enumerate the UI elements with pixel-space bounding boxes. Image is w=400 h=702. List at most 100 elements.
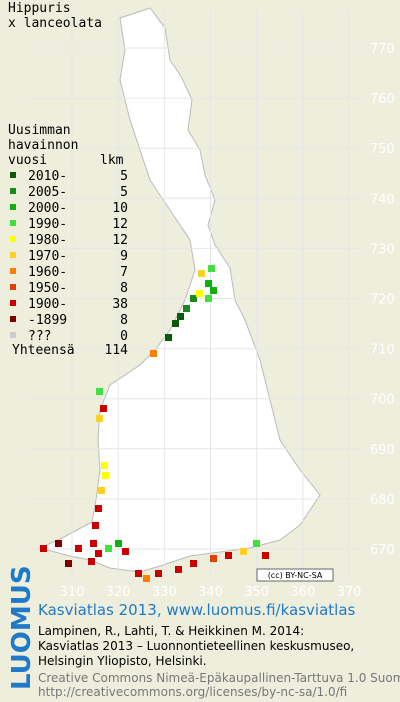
- legend-count: 5: [120, 185, 128, 200]
- legend-label: 1960-: [28, 265, 67, 280]
- legend-count: 0: [120, 329, 128, 344]
- obs: [172, 320, 179, 327]
- observations: [40, 265, 269, 582]
- obs: [190, 560, 197, 567]
- obs: [240, 548, 247, 555]
- obs: [190, 295, 197, 302]
- y-grid-label: 740: [370, 192, 395, 207]
- legend-count: 7: [120, 265, 128, 280]
- license-badge-text: (cc) BY-NC-SA: [268, 571, 323, 580]
- obs: [155, 570, 162, 577]
- obs: [198, 270, 205, 277]
- obs: [165, 334, 172, 341]
- legend-swatch: [10, 300, 16, 306]
- legend-label: -1899: [28, 313, 67, 328]
- obs: [175, 566, 182, 573]
- obs: [101, 462, 108, 469]
- y-grid-label: 730: [370, 242, 395, 257]
- obs: [143, 575, 150, 582]
- x-grid-label: 350: [244, 585, 269, 600]
- legend-header: lkm: [100, 153, 124, 168]
- legend-header: Uusimman: [8, 123, 71, 138]
- y-grid-label: 720: [370, 293, 395, 308]
- y-grid-label: 670: [370, 543, 395, 558]
- obs: [225, 552, 232, 559]
- obs: [205, 295, 212, 302]
- obs: [253, 540, 260, 547]
- obs: [98, 487, 105, 494]
- title-line: x lanceolata: [8, 16, 102, 31]
- x-grid-label: 370: [337, 585, 362, 600]
- obs: [115, 540, 122, 547]
- obs: [122, 548, 129, 555]
- obs: [205, 280, 212, 287]
- obs: [90, 540, 97, 547]
- y-grid-label: 680: [370, 493, 395, 508]
- legend-count: 12: [112, 233, 128, 248]
- y-grid-label: 750: [370, 142, 395, 157]
- obs: [135, 570, 142, 577]
- legend-swatch: [10, 204, 16, 210]
- x-grid-label: 330: [152, 585, 177, 600]
- y-grid-label: 710: [370, 343, 395, 358]
- obs: [65, 560, 72, 567]
- obs: [196, 290, 203, 297]
- legend-swatch: [10, 284, 16, 290]
- license: http://creativecommons.org/licenses/by-n…: [38, 685, 348, 699]
- x-grid-label: 360: [290, 585, 315, 600]
- country-outline: [38, 7, 321, 573]
- obs: [100, 405, 107, 412]
- legend-label: 1950-: [28, 281, 67, 296]
- obs: [210, 287, 217, 294]
- citation: Helsingin Yliopisto, Helsinki.: [38, 654, 207, 668]
- obs: [40, 545, 47, 552]
- obs: [95, 550, 102, 557]
- footer-link[interactable]: Kasviatlas 2013, www.luomus.fi/kasviatla…: [38, 601, 356, 619]
- legend-label: ???: [28, 329, 51, 344]
- obs: [88, 558, 95, 565]
- citation: Lampinen, R., Lahti, T. & Heikkinen M. 2…: [38, 624, 305, 638]
- y-grid-label: 700: [370, 393, 395, 408]
- total-value: 114: [105, 343, 129, 358]
- legend-count: 12: [112, 217, 128, 232]
- legend-count: 38: [112, 297, 128, 312]
- obs: [210, 555, 217, 562]
- obs: [177, 313, 184, 320]
- obs: [208, 265, 215, 272]
- obs: [75, 545, 82, 552]
- x-grid-label: 320: [106, 585, 131, 600]
- title-line: Hippuris: [8, 1, 71, 16]
- obs: [262, 552, 269, 559]
- legend-count: 5: [120, 169, 128, 184]
- obs: [183, 305, 190, 312]
- legend-header: vuosi: [8, 153, 47, 168]
- legend-label: 1970-: [28, 249, 67, 264]
- citation: Kasviatlas 2013 – Luonnontieteellinen ke…: [38, 639, 355, 653]
- legend-label: 1980-: [28, 233, 67, 248]
- grid-lines: [30, 10, 360, 580]
- legend-swatch: [10, 172, 16, 178]
- legend-label: 1900-: [28, 297, 67, 312]
- y-grid-label: 760: [370, 92, 395, 107]
- legend-count: 9: [120, 249, 128, 264]
- obs: [96, 415, 103, 422]
- legend-swatch: [10, 268, 16, 274]
- obs: [55, 540, 62, 547]
- legend-swatch: [10, 252, 16, 258]
- legend-swatch: [10, 316, 16, 322]
- obs: [92, 522, 99, 529]
- legend-label: 1990-: [28, 217, 67, 232]
- logo: LUOMUS: [7, 565, 37, 690]
- legend-label: 2005-: [28, 185, 67, 200]
- obs: [95, 505, 102, 512]
- y-grid-label: 770: [370, 42, 395, 57]
- x-grid-label: 340: [198, 585, 223, 600]
- obs: [150, 350, 157, 357]
- legend-count: 10: [112, 201, 128, 216]
- license: Creative Commons Nimeä-Epäkaupallinen-Ta…: [38, 671, 400, 685]
- y-grid-label: 690: [370, 443, 395, 458]
- legend-count: 8: [120, 313, 128, 328]
- legend-label: 2010-: [28, 169, 67, 184]
